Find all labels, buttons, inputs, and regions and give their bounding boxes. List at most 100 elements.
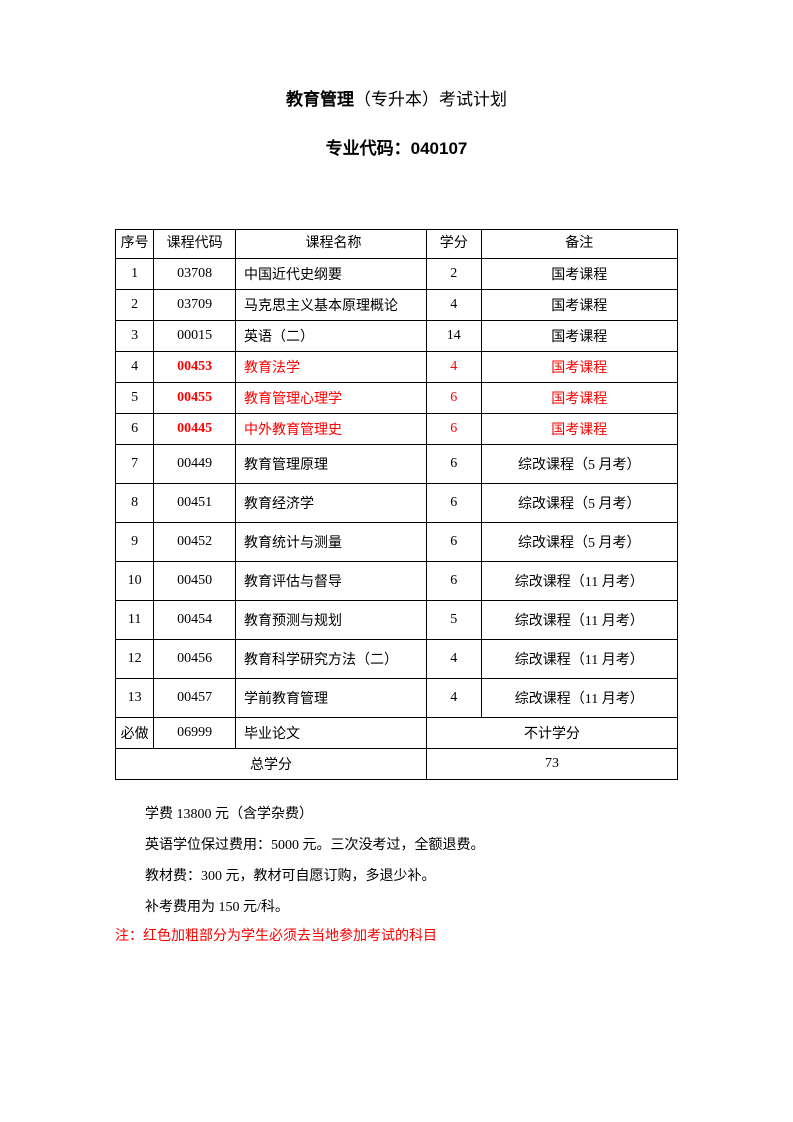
cell-remark: 综改课程（11 月考） xyxy=(481,679,677,718)
header-seq: 序号 xyxy=(116,230,154,259)
table-row: 800451教育经济学6综改课程（5 月考） xyxy=(116,484,678,523)
cell-seq: 6 xyxy=(116,414,154,445)
cell-seq: 7 xyxy=(116,445,154,484)
cell-code: 00453 xyxy=(154,352,236,383)
cell-remark: 综改课程（5 月考） xyxy=(481,484,677,523)
cell-credit: 4 xyxy=(427,352,482,383)
cell-seq: 13 xyxy=(116,679,154,718)
title-main-rest: （专升本）考试计划 xyxy=(354,90,507,109)
table-row: 1300457学前教育管理4综改课程（11 月考） xyxy=(116,679,678,718)
cell-remark: 综改课程（5 月考） xyxy=(481,523,677,562)
required-name: 毕业论文 xyxy=(236,718,427,749)
notes-block: 学费 13800 元（含学杂费） 英语学位保过费用：5000 元。三次没考过，全… xyxy=(115,800,678,923)
cell-remark: 综改课程（11 月考） xyxy=(481,640,677,679)
cell-name: 教育经济学 xyxy=(236,484,427,523)
cell-code: 00457 xyxy=(154,679,236,718)
cell-credit: 6 xyxy=(427,523,482,562)
cell-remark: 国考课程 xyxy=(481,321,677,352)
table-row: 203709马克思主义基本原理概论4国考课程 xyxy=(116,290,678,321)
required-code: 06999 xyxy=(154,718,236,749)
cell-credit: 14 xyxy=(427,321,482,352)
page-subtitle: 专业代码：040107 xyxy=(115,134,678,159)
cell-credit: 6 xyxy=(427,414,482,445)
cell-code: 00455 xyxy=(154,383,236,414)
cell-code: 00015 xyxy=(154,321,236,352)
cell-remark: 综改课程（11 月考） xyxy=(481,562,677,601)
cell-name: 英语（二） xyxy=(236,321,427,352)
cell-name: 中外教育管理史 xyxy=(236,414,427,445)
table-row: 1200456教育科学研究方法（二）4综改课程（11 月考） xyxy=(116,640,678,679)
cell-code: 00450 xyxy=(154,562,236,601)
note-line-3: 教材费：300 元，教材可自愿订购，多退少补。 xyxy=(145,862,678,893)
total-row: 总学分 73 xyxy=(116,749,678,780)
table-row: 400453教育法学4国考课程 xyxy=(116,352,678,383)
note-line-4: 补考费用为 150 元/科。 xyxy=(145,893,678,924)
table-row: 500455教育管理心理学6国考课程 xyxy=(116,383,678,414)
cell-seq: 1 xyxy=(116,259,154,290)
cell-seq: 2 xyxy=(116,290,154,321)
header-credit: 学分 xyxy=(427,230,482,259)
cell-credit: 6 xyxy=(427,383,482,414)
cell-credit: 5 xyxy=(427,601,482,640)
cell-seq: 5 xyxy=(116,383,154,414)
cell-name: 教育预测与规划 xyxy=(236,601,427,640)
cell-code: 00456 xyxy=(154,640,236,679)
required-label: 必做 xyxy=(116,718,154,749)
cell-code: 00454 xyxy=(154,601,236,640)
course-table: 序号 课程代码 课程名称 学分 备注 103708中国近代史纲要2国考课程203… xyxy=(115,229,678,780)
cell-name: 教育评估与督导 xyxy=(236,562,427,601)
cell-credit: 6 xyxy=(427,445,482,484)
cell-name: 教育统计与测量 xyxy=(236,523,427,562)
cell-name: 教育管理心理学 xyxy=(236,383,427,414)
table-header-row: 序号 课程代码 课程名称 学分 备注 xyxy=(116,230,678,259)
cell-seq: 9 xyxy=(116,523,154,562)
table-row: 600445中外教育管理史6国考课程 xyxy=(116,414,678,445)
table-row: 1100454教育预测与规划5综改课程（11 月考） xyxy=(116,601,678,640)
note-line-2: 英语学位保过费用：5000 元。三次没考过，全额退费。 xyxy=(145,831,678,862)
table-row: 700449教育管理原理6综改课程（5 月考） xyxy=(116,445,678,484)
page-title: 教育管理（专升本）考试计划 xyxy=(115,85,678,110)
cell-name: 教育法学 xyxy=(236,352,427,383)
total-label: 总学分 xyxy=(116,749,427,780)
cell-code: 00451 xyxy=(154,484,236,523)
cell-seq: 4 xyxy=(116,352,154,383)
cell-remark: 综改课程（11 月考） xyxy=(481,601,677,640)
table-row: 900452教育统计与测量6综改课程（5 月考） xyxy=(116,523,678,562)
cell-remark: 综改课程（5 月考） xyxy=(481,445,677,484)
cell-name: 教育科学研究方法（二） xyxy=(236,640,427,679)
table-row: 300015英语（二）14国考课程 xyxy=(116,321,678,352)
cell-code: 00452 xyxy=(154,523,236,562)
header-remark: 备注 xyxy=(481,230,677,259)
cell-name: 学前教育管理 xyxy=(236,679,427,718)
cell-name: 中国近代史纲要 xyxy=(236,259,427,290)
table-row: 103708中国近代史纲要2国考课程 xyxy=(116,259,678,290)
cell-credit: 4 xyxy=(427,640,482,679)
table-row: 1000450教育评估与督导6综改课程（11 月考） xyxy=(116,562,678,601)
cell-code: 03708 xyxy=(154,259,236,290)
cell-seq: 12 xyxy=(116,640,154,679)
cell-seq: 10 xyxy=(116,562,154,601)
header-code: 课程代码 xyxy=(154,230,236,259)
cell-credit: 4 xyxy=(427,679,482,718)
total-value: 73 xyxy=(427,749,678,780)
cell-remark: 国考课程 xyxy=(481,414,677,445)
red-note: 注：红色加粗部分为学生必须去当地参加考试的科目 xyxy=(115,925,678,945)
cell-credit: 4 xyxy=(427,290,482,321)
required-remark: 不计学分 xyxy=(427,718,678,749)
title-main-bold: 教育管理 xyxy=(286,90,354,109)
cell-credit: 2 xyxy=(427,259,482,290)
cell-code: 03709 xyxy=(154,290,236,321)
cell-remark: 国考课程 xyxy=(481,259,677,290)
cell-code: 00449 xyxy=(154,445,236,484)
cell-seq: 8 xyxy=(116,484,154,523)
cell-credit: 6 xyxy=(427,562,482,601)
cell-name: 教育管理原理 xyxy=(236,445,427,484)
cell-name: 马克思主义基本原理概论 xyxy=(236,290,427,321)
cell-seq: 11 xyxy=(116,601,154,640)
cell-remark: 国考课程 xyxy=(481,352,677,383)
cell-seq: 3 xyxy=(116,321,154,352)
cell-remark: 国考课程 xyxy=(481,290,677,321)
cell-code: 00445 xyxy=(154,414,236,445)
note-line-1: 学费 13800 元（含学杂费） xyxy=(145,800,678,831)
cell-credit: 6 xyxy=(427,484,482,523)
